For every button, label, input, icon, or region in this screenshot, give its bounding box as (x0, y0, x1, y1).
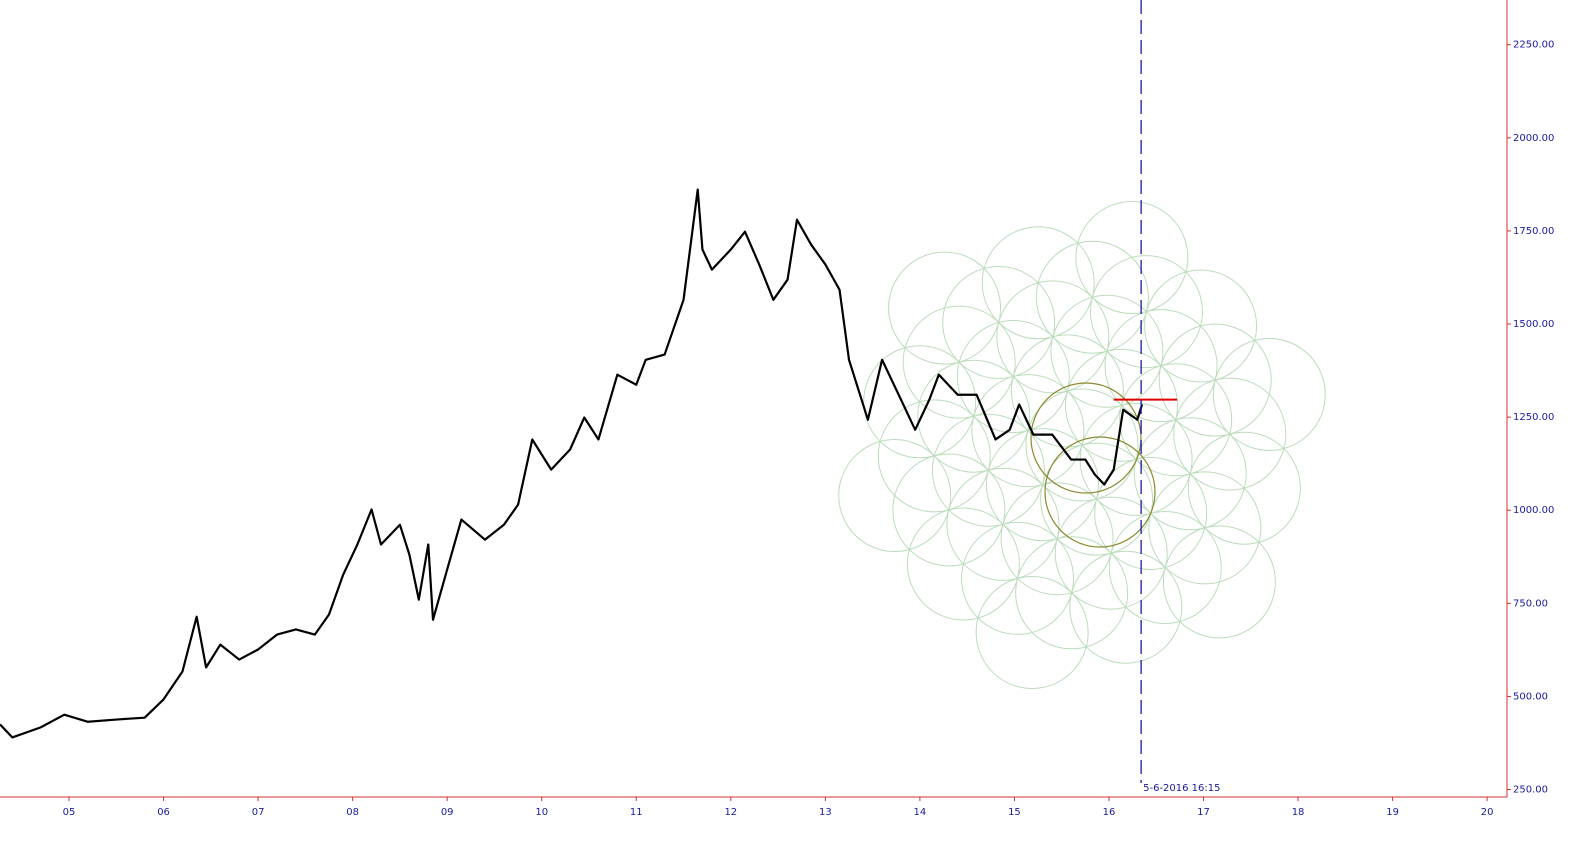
x-tick-label: 14 (914, 807, 927, 818)
pattern-circle (1015, 536, 1129, 650)
y-tick-label: 2000.00 (1513, 133, 1554, 144)
pattern-circle (917, 359, 1031, 473)
y-tick-label: 2250.00 (1513, 40, 1554, 51)
pattern-circle (1173, 377, 1287, 491)
pattern-circle (1040, 442, 1154, 556)
y-tick-label: 250.00 (1513, 785, 1548, 796)
pattern-circle (877, 399, 991, 513)
pattern-circle (1148, 471, 1262, 585)
pattern-circle (1050, 294, 1164, 408)
pattern-circle (985, 428, 1099, 542)
y-tick-label: 500.00 (1513, 691, 1548, 702)
pattern-circle (1065, 348, 1179, 462)
pattern-circle (1104, 309, 1218, 423)
x-tick-label: 07 (252, 807, 265, 818)
x-tick-label: 13 (819, 807, 832, 818)
pattern-circle (1000, 482, 1114, 596)
pattern-circle (956, 320, 1070, 434)
price-line (0, 188, 1144, 739)
pattern-circle (1094, 456, 1208, 570)
x-tick-label: 16 (1103, 807, 1116, 818)
flower-of-life (838, 201, 1326, 689)
x-tick-label: 20 (1481, 807, 1494, 818)
y-tick-label: 1250.00 (1513, 412, 1554, 423)
pattern-circle (1212, 337, 1326, 451)
pattern-circle (1162, 525, 1276, 639)
pattern-circle (961, 521, 1075, 635)
pattern-circle (946, 467, 1060, 581)
pattern-circle (906, 507, 1020, 621)
pattern-circle (838, 439, 952, 553)
pattern-circle (863, 345, 977, 459)
cursor-label: 5-6-2016 16:15 (1143, 783, 1220, 794)
pattern-circle (1119, 363, 1233, 477)
highlight-circle (1044, 436, 1156, 548)
pattern-circle (975, 575, 1089, 689)
x-tick-label: 12 (724, 807, 737, 818)
x-tick-label: 19 (1386, 807, 1399, 818)
x-tick-label: 17 (1197, 807, 1210, 818)
highlight-circle (1030, 382, 1142, 494)
pattern-circle (1144, 269, 1258, 383)
pattern-circle (1158, 323, 1272, 437)
pattern-circle (1035, 240, 1149, 354)
pattern-circle (1133, 417, 1247, 531)
pattern-circle (981, 226, 1095, 340)
y-tick-label: 1500.00 (1513, 319, 1554, 330)
x-tick-label: 18 (1292, 807, 1305, 818)
x-tick-label: 05 (63, 807, 76, 818)
x-tick-label: 06 (157, 807, 170, 818)
x-tick-label: 15 (1008, 807, 1021, 818)
pattern-circle (1054, 496, 1168, 610)
pattern-circle (1108, 511, 1222, 625)
x-tick-label: 09 (441, 807, 454, 818)
pattern-circle (888, 251, 1002, 365)
x-tick-label: 08 (346, 807, 359, 818)
pattern-circle (942, 265, 1056, 379)
pattern-circle (902, 305, 1016, 419)
x-tick-label: 10 (535, 807, 548, 818)
y-tick-label: 750.00 (1513, 598, 1548, 609)
pattern-circle (931, 413, 1045, 527)
pattern-circle (996, 280, 1110, 394)
pattern-circle (971, 374, 1085, 488)
pattern-circle (1010, 334, 1124, 448)
pattern-circle (1025, 388, 1139, 502)
pattern-circle (1075, 201, 1189, 315)
pattern-circle (1089, 255, 1203, 369)
pattern-circle (892, 453, 1006, 567)
y-tick-label: 1000.00 (1513, 505, 1554, 516)
y-tick-label: 1750.00 (1513, 226, 1554, 237)
pattern-circle (1069, 550, 1183, 664)
x-tick-label: 11 (630, 807, 643, 818)
pattern-circle (1187, 431, 1301, 545)
